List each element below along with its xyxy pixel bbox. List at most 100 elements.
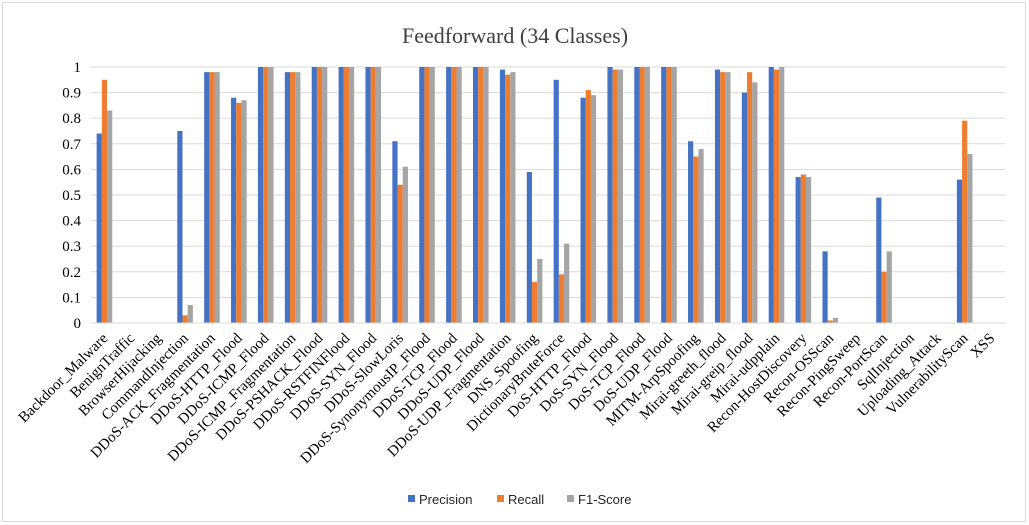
chart-svg: Feedforward (34 Classes) 0 0.1 0.2 0.3 0.4 0.… xyxy=(16,23,1005,507)
y-tick-label: 0.9 xyxy=(62,86,81,102)
category-label: XSS xyxy=(968,331,999,362)
bar-recall xyxy=(639,67,645,323)
bar-precision xyxy=(795,177,801,323)
bar-precision xyxy=(96,133,102,323)
bar-f1-score xyxy=(375,67,382,323)
gridlines xyxy=(91,66,1005,298)
bar-precision xyxy=(741,92,748,323)
bar-precision xyxy=(338,67,344,323)
bar-precision xyxy=(284,72,291,324)
bar-precision xyxy=(472,67,479,323)
bars xyxy=(96,67,973,324)
bar-recall xyxy=(505,74,511,324)
bar-f1-score xyxy=(295,72,301,324)
bar-precision xyxy=(365,67,371,323)
bar-precision xyxy=(177,131,183,323)
bar-recall xyxy=(316,67,323,323)
bar-precision xyxy=(419,67,425,323)
bar-recall xyxy=(693,156,699,323)
bar-recall xyxy=(962,120,968,323)
bar-f1-score xyxy=(214,72,220,324)
bar-precision xyxy=(607,67,613,323)
bar-precision xyxy=(876,197,882,323)
bar-f1-score xyxy=(779,67,785,323)
bar-recall xyxy=(478,67,484,323)
bar-recall xyxy=(290,72,296,324)
bar-recall xyxy=(747,72,753,324)
bar-recall xyxy=(585,90,591,323)
bar-precision xyxy=(499,69,506,323)
bar-recall xyxy=(451,67,457,323)
bar-f1-score xyxy=(510,72,516,324)
bar-recall xyxy=(881,271,887,323)
bar-precision xyxy=(204,72,210,324)
y-tick-label: 0.6 xyxy=(62,162,81,178)
bar-f1-score xyxy=(805,177,812,323)
bar-precision xyxy=(257,67,264,323)
bar-recall xyxy=(182,315,188,323)
bar-recall xyxy=(263,67,269,323)
bar-f1-score xyxy=(644,67,650,323)
bar-f1-score xyxy=(429,67,435,323)
bar-f1-score xyxy=(590,95,597,323)
bar-recall xyxy=(236,102,242,323)
bar-precision xyxy=(634,67,640,323)
bar-recall xyxy=(558,274,565,323)
bar-f1-score xyxy=(107,110,113,324)
bar-precision xyxy=(231,97,237,323)
bar-precision xyxy=(661,67,667,323)
bar-f1-score xyxy=(832,317,839,323)
y-tick-label: 0.8 xyxy=(62,111,81,127)
bar-recall xyxy=(343,67,349,323)
bar-f1-score xyxy=(241,100,247,323)
bar-f1-score xyxy=(698,148,704,323)
legend-label-recall: Recall xyxy=(508,492,544,507)
y-tick-label: 0.3 xyxy=(62,239,81,255)
y-tick-label: 0.4 xyxy=(62,214,81,230)
bar-recall xyxy=(101,79,108,323)
bar-f1-score xyxy=(564,243,570,323)
bar-recall xyxy=(531,282,538,323)
bar-recall xyxy=(397,184,403,323)
bar-f1-score xyxy=(725,72,731,324)
bar-f1-score xyxy=(752,82,758,323)
legend-swatch-f1-score xyxy=(567,495,574,502)
bar-precision xyxy=(311,67,317,323)
y-tick-label: 1 xyxy=(74,60,82,76)
y-tick-label: 0.5 xyxy=(62,188,81,204)
bar-recall xyxy=(800,174,806,323)
bar-precision xyxy=(526,171,532,323)
bar-f1-score xyxy=(671,67,677,323)
legend-label-f1-score: F1-Score xyxy=(578,492,631,507)
bar-f1-score xyxy=(322,67,328,323)
chart-title: Feedforward (34 Classes) xyxy=(402,23,628,48)
bar-precision xyxy=(580,97,586,323)
bar-precision xyxy=(553,79,559,323)
bar-recall xyxy=(424,67,430,323)
y-tick-label: 0 xyxy=(74,316,82,332)
bar-f1-score xyxy=(402,166,408,323)
bar-precision xyxy=(446,67,452,323)
bar-f1-score xyxy=(967,154,973,323)
bar-precision xyxy=(714,69,721,323)
bar-precision xyxy=(392,141,398,323)
category-labels: Backdoor_MalwareBenignTrafficBrowserHija… xyxy=(16,330,999,467)
legend: Precision Recall F1-Score xyxy=(408,492,631,507)
bar-recall xyxy=(209,72,215,324)
bar-f1-score xyxy=(483,67,489,323)
bar-f1-score xyxy=(348,67,355,323)
bar-f1-score xyxy=(617,69,624,323)
y-tick-label: 0.7 xyxy=(62,137,81,153)
y-tick-label: 0.1 xyxy=(62,290,81,306)
bar-precision xyxy=(822,251,828,323)
bar-recall xyxy=(720,72,726,324)
bar-recall xyxy=(612,69,618,323)
bar-recall xyxy=(370,67,376,323)
y-tick-label: 0.2 xyxy=(62,265,81,281)
bar-f1-score xyxy=(187,305,193,323)
bar-precision xyxy=(768,67,774,323)
bar-recall xyxy=(827,320,833,323)
y-axis-ticks: 0 0.1 0.2 0.3 0.4 0.5 0.6 0.7 0.8 0.9 1 xyxy=(62,60,81,332)
bar-f1-score xyxy=(456,67,462,323)
